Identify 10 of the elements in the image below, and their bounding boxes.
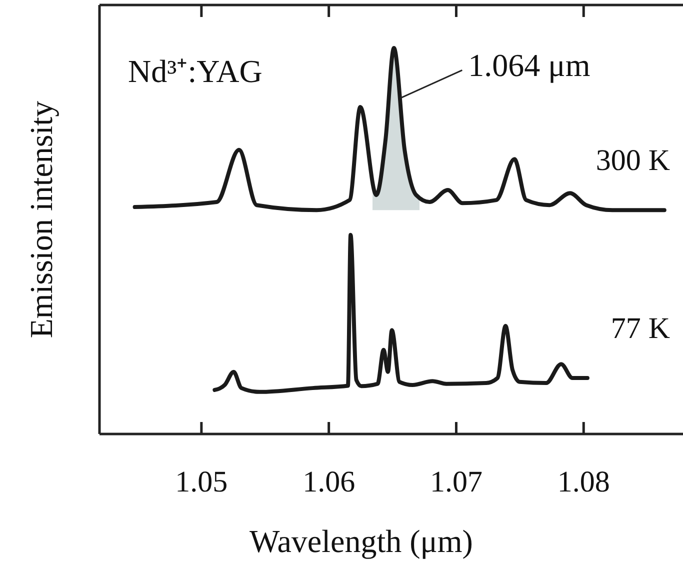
series-label: 77 K: [610, 312, 670, 346]
annotation: 1.064 μm: [468, 47, 590, 84]
x-axis-title: Wavelength (μm): [250, 523, 473, 559]
x-tick-label: 1.06: [302, 465, 356, 498]
annotation: Nd³⁺:YAG: [128, 53, 262, 89]
x-tick-label: 1.05: [175, 465, 228, 498]
x-tick-label: 1.08: [557, 465, 610, 498]
series-label: 300 K: [596, 144, 670, 178]
y-axis-title: Emission intensity: [23, 100, 59, 338]
x-tick-label: 1.07: [430, 465, 482, 498]
